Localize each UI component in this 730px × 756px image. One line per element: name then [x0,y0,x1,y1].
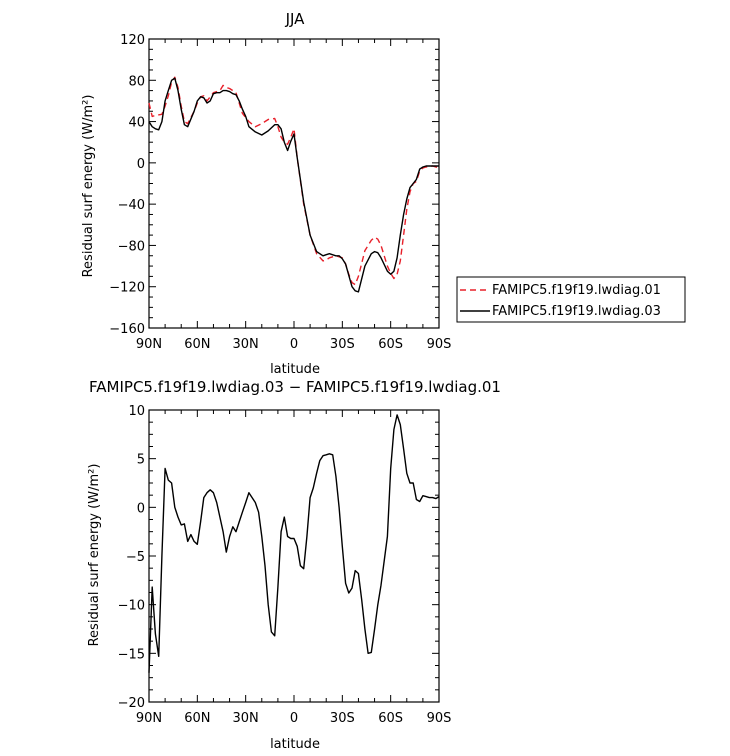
bottom-ytick-label: −15 [118,647,145,662]
bottom-xtick-label: 0 [290,711,298,726]
legend-box [456,276,686,323]
top-xtick-label: 0 [290,337,298,352]
legend: FAMIPC5.f19f19.lwdiag.01 FAMIPC5.f19f19.… [456,276,686,323]
bottom-ytick-label: −20 [118,696,145,711]
bottom-xtick-label: 60S [378,711,403,726]
bottom-ytick-label: 5 [137,453,145,468]
bottom-xlabel: latitude [270,737,320,752]
top-plot-frame [148,38,440,329]
top-ytick-label: 80 [128,74,145,89]
top-series-line-1 [148,77,439,293]
bottom-ytick-label: 0 [137,501,145,516]
top-series-lines [148,76,440,293]
top-series-line-0 [148,76,440,286]
bottom-ytick-label: −5 [126,550,145,565]
bottom-xtick-label: 30S [330,711,355,726]
top-xtick-label: 60N [184,337,210,352]
top-ylabel: Residual surf energy (W/m²) [81,95,96,278]
bottom-plot-frame [148,409,440,703]
bottom-series-line [148,414,440,673]
bottom-xtick-label: 30N [233,711,259,726]
bottom-panel: FAMIPC5.f19f19.lwdiag.03 − FAMIPC5.f19f1… [87,378,501,752]
top-ytick-label: −40 [118,198,145,213]
top-ytick-label: 0 [137,157,145,172]
top-ytick-label: −120 [109,281,145,296]
legend-label-01: FAMIPC5.f19f19.lwdiag.01 [492,283,661,298]
bottom-ytick-label: −10 [118,599,145,614]
top-xtick-label: 30N [233,337,259,352]
top-xtick-label: 90S [427,337,452,352]
top-xtick-label: 30S [330,337,355,352]
bottom-ytick-label: 10 [128,404,145,419]
legend-label-03: FAMIPC5.f19f19.lwdiag.03 [492,304,661,319]
top-xlabel: latitude [270,362,320,377]
bottom-xtick-label: 90S [427,711,452,726]
bottom-series-line-0 [148,414,440,673]
top-ytick-label: −160 [109,322,145,337]
bottom-xtick-label: 90N [136,711,162,726]
top-xtick-label: 90N [136,337,162,352]
bottom-ylabel: Residual surf energy (W/m²) [87,464,102,647]
top-ytick-label: −80 [118,239,145,254]
top-xtick-label: 60S [378,337,403,352]
bottom-xtick-label: 60N [184,711,210,726]
top-ytick-label: 120 [120,33,145,48]
top-panel: JJA Residual surf energy (W/m²) latitude… [81,10,451,377]
top-chart-title: JJA [285,10,306,28]
top-ytick-label: 40 [128,116,145,131]
bottom-chart-title: FAMIPC5.f19f19.lwdiag.03 − FAMIPC5.f19f1… [89,378,501,396]
